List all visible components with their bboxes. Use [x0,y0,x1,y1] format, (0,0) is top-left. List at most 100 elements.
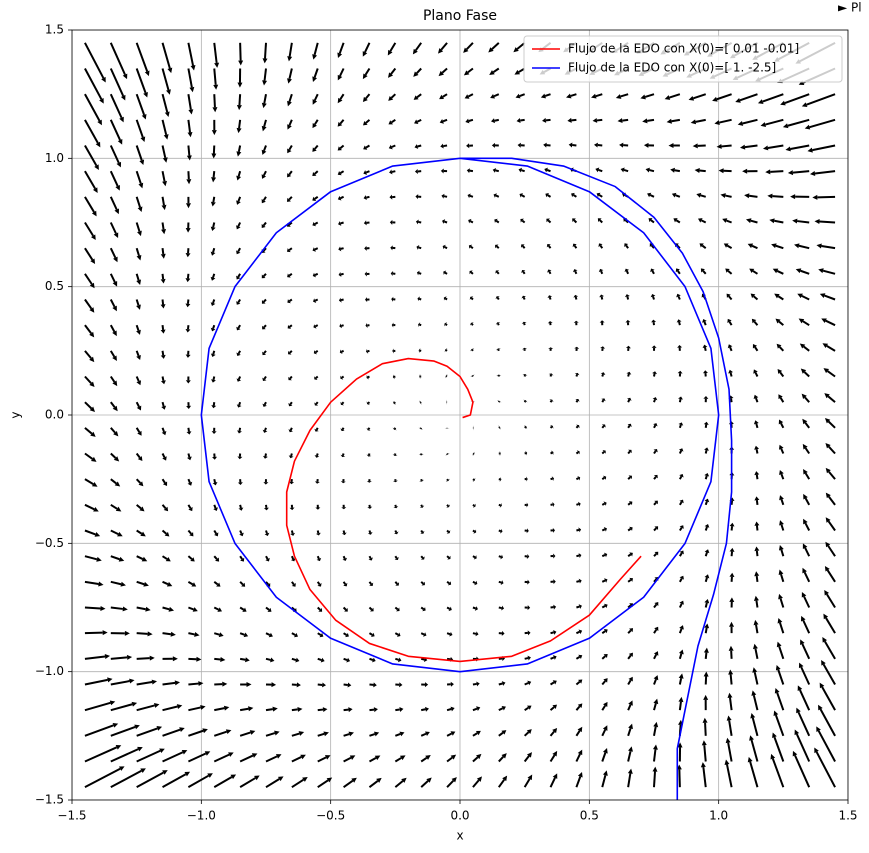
field-arrow-head [604,578,608,583]
field-arrow-shaft [291,606,296,611]
field-arrow-shaft [84,324,92,335]
field-arrow-shaft [289,427,293,431]
field-arrow-head [160,253,166,259]
field-arrow-shaft [393,401,396,404]
field-arrow-shaft [110,401,116,408]
field-arrow-head [366,427,371,431]
field-arrow-head [678,649,684,655]
field-arrow-head [141,556,148,562]
x-tick-label: −1.5 [57,809,86,823]
field-arrow-head [147,631,153,637]
field-arrow-shaft [446,756,453,763]
field-arrow-head [286,248,291,253]
field-arrow-shaft [239,777,256,789]
field-arrow-shaft [136,632,148,635]
field-arrow-shaft [797,220,810,224]
field-arrow-shaft [546,169,551,173]
field-arrow-shaft [755,600,759,608]
field-arrow-head [824,393,830,399]
field-arrow-shaft [135,273,140,281]
field-arrow-shaft [84,196,95,213]
legend-label: Flujo de la EDO con X(0)=[ 1. -2.5] [568,61,776,75]
field-arrow-head [262,377,267,381]
field-arrow-shaft [671,118,681,123]
field-arrow-shaft [575,451,579,455]
field-arrow-head [726,715,732,721]
field-arrow-head [499,450,501,456]
field-arrow-head [654,626,659,631]
field-arrow-shaft [161,93,169,113]
field-arrow-head [447,581,452,586]
field-arrow-shaft [647,118,655,122]
field-arrow-head [598,243,603,247]
field-arrow-head [90,431,96,437]
field-arrow-shaft [826,345,836,352]
field-arrow-shaft [446,478,449,481]
field-arrow-shaft [341,453,345,456]
field-arrow-head [188,109,194,115]
field-arrow-shaft [446,732,453,737]
field-arrow-head [366,375,369,380]
field-arrow-shaft [803,571,811,583]
field-arrow-head [488,47,494,53]
field-arrow-head [236,404,242,408]
field-arrow-shaft [755,500,759,505]
field-arrow-shaft [627,604,632,609]
field-arrow-head [236,151,242,157]
field-arrow-head [89,381,95,388]
field-arrow-head [287,173,292,178]
field-arrow-head [339,349,343,355]
field-arrow-head [213,84,219,90]
field-arrow-head [337,195,342,201]
field-arrow-head [502,775,508,782]
field-arrow-shaft [369,708,375,712]
field-arrow-head [426,777,432,783]
field-arrow-shaft [780,524,785,531]
field-arrow-shaft [213,555,218,560]
field-arrow-shaft [470,271,474,275]
y-tick-label: 0.5 [45,279,64,293]
field-arrow-head [679,600,684,605]
field-arrow-shaft [414,42,423,51]
field-arrow-head [493,193,497,198]
field-arrow-shaft [239,530,243,535]
field-arrow-head [652,371,658,375]
field-arrow-head [602,725,608,731]
field-arrow-head [752,667,758,673]
field-arrow-head [549,399,554,403]
field-arrow-shaft [213,606,219,611]
field-arrow-shaft [162,606,170,611]
field-arrow-head [527,630,531,636]
field-arrow-head [699,243,704,248]
field-arrow-head [694,168,700,173]
field-arrow-shaft [84,529,96,536]
field-arrow-head [394,531,399,535]
field-arrow-head [236,250,241,255]
field-arrow-shaft [339,93,345,100]
field-arrow-shaft [262,170,267,176]
field-arrow-head [577,703,583,709]
field-arrow-head [185,203,191,209]
field-arrow-shaft [237,273,241,278]
field-arrow-shaft [576,605,580,609]
field-arrow-head [191,582,197,587]
field-arrow-shaft [472,478,475,481]
field-arrow-shaft [367,349,370,353]
field-arrow-shaft [679,501,683,506]
field-arrow-head [814,219,820,225]
field-arrow-shaft [213,529,218,535]
field-arrow-head [323,731,329,737]
field-arrow-head [211,405,217,409]
field-arrow-head [346,657,351,663]
field-arrow-head [790,194,796,200]
field-arrow-head [117,531,123,537]
field-arrow-head [652,397,658,401]
field-arrow-shaft [187,427,190,432]
field-arrow-shaft [496,245,500,249]
field-arrow-shaft [522,297,526,300]
field-arrow-head [448,606,452,612]
field-arrow-shaft [288,119,293,126]
field-arrow-head [676,319,682,323]
field-arrow-head [727,692,733,698]
field-arrow-shaft [601,630,606,634]
